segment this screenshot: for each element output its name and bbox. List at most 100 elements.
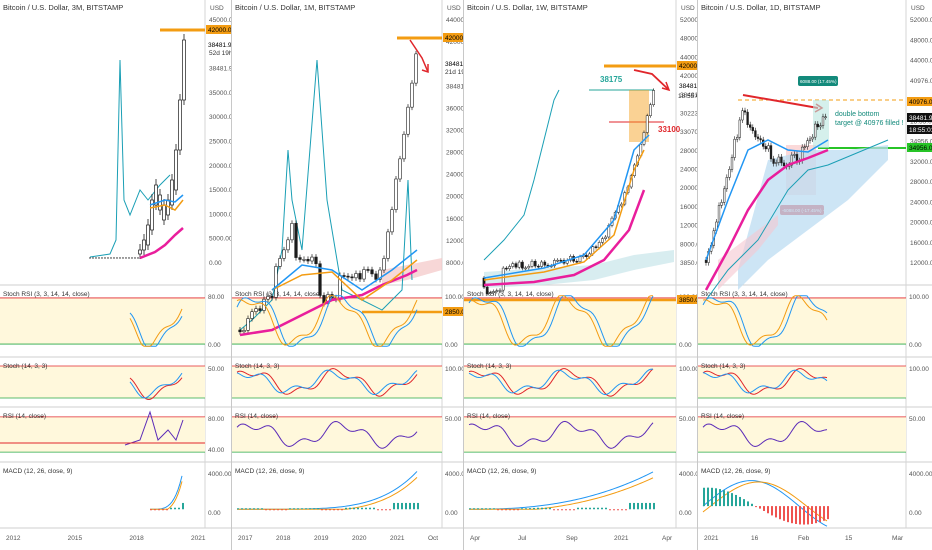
indicator-title: RSI (14, close) — [467, 413, 510, 420]
candle-body — [814, 123, 817, 138]
candle-body — [350, 276, 354, 279]
candle-body — [406, 106, 410, 135]
macd-bar — [747, 501, 749, 507]
macd-bar — [305, 508, 307, 510]
macd-bar — [253, 508, 255, 510]
chart-svg-3m[interactable]: USD 2012 2015 2018 2021 Stoch RSI (3, 3, 14, … — [0, 0, 232, 550]
price-tick-label: 20000.00 — [446, 194, 464, 201]
base-dot — [119, 257, 121, 259]
macd-bar — [787, 506, 789, 523]
price-tick-label: 36000.00 — [446, 105, 464, 112]
chart-svg-1d[interactable]: USD 2021 16 Feb 15 Mar Stoch RSI (3, 3, 14, 14… — [698, 0, 932, 550]
macd-bar — [707, 487, 709, 507]
currency-label: USD — [447, 5, 461, 12]
indicator-title: Stoch (14, 3, 3) — [467, 363, 511, 370]
base-dot — [89, 257, 91, 259]
orange-ma — [271, 259, 418, 301]
indicator-title: MACD (12, 26, close, 9) — [467, 468, 536, 475]
last-price-tag: 38481.99 — [445, 61, 464, 68]
panel-1d[interactable]: USD 2021 16 Feb 15 Mar Stoch RSI (3, 3, 14, 14… — [698, 0, 932, 550]
macd-bar — [393, 502, 395, 510]
candle-body — [585, 254, 588, 257]
stoch-k — [236, 368, 418, 397]
red-arrow — [633, 69, 670, 91]
indicator-band — [698, 416, 906, 453]
candle-body — [278, 258, 282, 267]
candle-body — [358, 273, 362, 280]
candle-body — [733, 138, 736, 158]
blue-ma — [483, 134, 650, 279]
candle-body — [410, 82, 414, 108]
candle-body — [754, 130, 757, 138]
candle-body — [318, 263, 322, 296]
x-tick-label: 2021 — [191, 535, 206, 542]
x-tick-label: Sep — [566, 535, 578, 542]
x-tick-label: 2018 — [129, 535, 144, 542]
macd-bar — [537, 507, 539, 510]
cloud — [738, 145, 888, 290]
red-arrow-head — [421, 64, 429, 74]
price-tick-label: 44000.00 — [910, 58, 932, 65]
price-tick-label: 3850.00 — [680, 260, 698, 267]
sma-line — [239, 268, 418, 337]
candle-body — [254, 308, 258, 312]
macd-bar — [593, 507, 595, 510]
indicator-band — [232, 416, 442, 453]
macd-bar — [617, 509, 619, 511]
support-tag-bg — [677, 295, 697, 304]
macd-bar — [771, 506, 773, 516]
sma-line — [704, 148, 829, 291]
panel-3m[interactable]: USD 2012 2015 2018 2021 Stoch RSI (3, 3, 14, … — [0, 0, 232, 550]
candle-body — [540, 261, 543, 267]
indicator-band — [0, 366, 205, 398]
candle-body — [816, 123, 819, 128]
indicator-tick: 50.00 — [909, 416, 926, 423]
indicator-tick: 100.00 — [445, 366, 464, 373]
macd-bar — [365, 507, 367, 510]
panel-title: Bitcoin / U.S. Dollar, 1D, BITSTAMP — [701, 3, 821, 12]
candle-body — [514, 263, 518, 268]
indicator-tick: 0.00 — [679, 342, 692, 349]
indicator-tick: 0.00 — [445, 510, 458, 517]
teal-line — [705, 139, 889, 301]
rsi-line — [702, 420, 828, 447]
price-tick-label: 44000.00 — [680, 54, 698, 61]
macd-1w-macd — [468, 471, 654, 510]
macd-bar — [337, 509, 339, 511]
range-box — [629, 90, 649, 142]
countdown-label: 18:55:01 — [678, 93, 698, 100]
chart-svg-1w[interactable]: USD Apr Jul Sep 2021 Apr Stoch RSI (3, 3, 14, … — [464, 0, 698, 550]
resistance-tag-bg — [677, 61, 697, 70]
price-tick-label: 16000.00 — [910, 240, 932, 247]
macd-bar — [517, 509, 519, 511]
price-tick-label: 42000.00 — [680, 73, 698, 80]
price-tick-label: 32000.00 — [446, 127, 464, 134]
candle-body — [242, 330, 246, 333]
base-dot — [113, 257, 115, 259]
candle-body — [751, 127, 754, 131]
blue-ma — [149, 194, 184, 206]
macd-bar — [174, 507, 176, 510]
indicator-tick: 50.00 — [679, 416, 696, 423]
indicator-band — [698, 297, 906, 345]
price-tick-label: 52000.00 — [910, 17, 932, 24]
resistance-tag: 42000.00 — [208, 27, 232, 34]
macd-bar — [541, 507, 543, 510]
candle-body — [382, 258, 386, 271]
blue-ma — [271, 249, 418, 291]
price-tick-label: 20000.00 — [910, 220, 932, 227]
chart-svg-1m[interactable]: USD 2017 2018 2019 2020 2021 Oct Stoch RSI (3, … — [232, 0, 464, 550]
candle-body — [764, 146, 767, 150]
macd-bar — [401, 502, 403, 510]
macd-bar — [178, 507, 180, 510]
candle-body — [604, 236, 607, 239]
macd-bar — [577, 507, 579, 510]
macd-bar — [613, 509, 615, 511]
panel-1w[interactable]: USD Apr Jul Sep 2021 Apr Stoch RSI (3, 3, 14, … — [464, 0, 698, 550]
macd-bar — [385, 509, 387, 511]
price-tick-label: 42000.00 — [446, 39, 464, 46]
candle-body — [556, 259, 559, 262]
candle-body — [394, 178, 398, 210]
panel-1m[interactable]: USD 2017 2018 2019 2020 2021 Oct Stoch RSI (3, … — [232, 0, 464, 550]
macd-bar — [767, 506, 769, 514]
